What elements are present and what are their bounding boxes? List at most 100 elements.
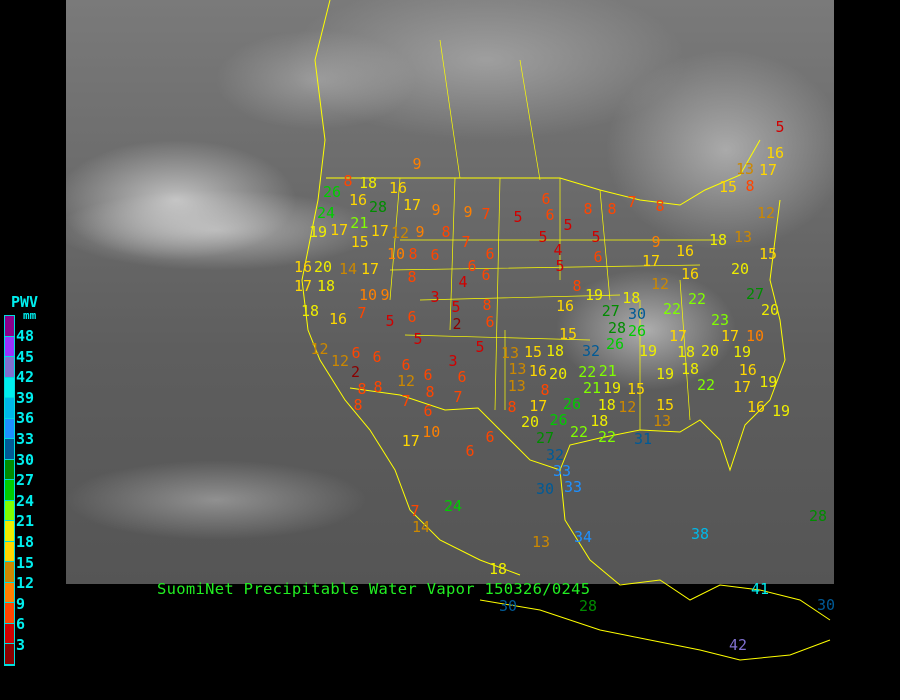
station-pwv-value: 6	[541, 189, 551, 208]
station-pwv-value: 3	[448, 351, 458, 370]
station-pwv-value: 6	[423, 402, 433, 420]
station-pwv-value: 14	[412, 518, 431, 536]
station-pwv-value: 22	[663, 300, 682, 318]
legend-unit: mm	[23, 309, 37, 322]
station-pwv-value: 26	[549, 411, 568, 430]
station-pwv-value: 24	[444, 497, 463, 515]
station-pwv-value: 21	[350, 214, 369, 233]
station-pwv-value: 12	[397, 372, 416, 390]
legend-label: 39	[16, 388, 35, 407]
station-pwv-value: 30	[499, 597, 518, 615]
station-pwv-value: 2	[452, 314, 462, 333]
station-pwv-value: 20	[314, 258, 333, 276]
station-pwv-value: 18	[546, 342, 565, 360]
legend-swatch	[5, 316, 14, 337]
legend-label: 33	[16, 430, 35, 448]
station-pwv-value: 18	[681, 359, 700, 378]
legend-title: PWV	[11, 293, 39, 311]
station-pwv-value: 8	[607, 200, 617, 218]
station-pwv-value: 9	[431, 201, 441, 219]
station-pwv-value: 6	[430, 246, 440, 264]
legend-label: 48	[16, 327, 35, 345]
station-pwv-value: 9	[415, 223, 425, 241]
legend-swatch	[5, 480, 14, 501]
station-pwv-value: 6	[457, 368, 467, 387]
station-pwv-value: 5	[538, 228, 548, 246]
station-pwv-value: 12	[618, 398, 637, 416]
station-pwv-value: 6	[481, 266, 491, 284]
legend-label: 30	[16, 450, 35, 469]
station-pwv-value: 17	[370, 222, 389, 240]
station-pwv-value: 12	[391, 224, 410, 242]
map-caption: SuomiNet Precipitable Water Vapor 150326…	[157, 580, 591, 598]
legend-swatch	[5, 500, 14, 522]
station-pwv-value: 8	[343, 172, 353, 190]
station-pwv-value: 16	[528, 362, 547, 380]
station-pwv-value: 19	[309, 223, 328, 241]
us-canada-border	[326, 139, 761, 206]
station-pwv-value: 30	[817, 596, 836, 614]
west-coast	[301, 0, 521, 576]
station-pwv-value: 4	[553, 240, 563, 259]
station-pwv-value: 16	[738, 361, 757, 380]
station-pwv-value: 15	[524, 343, 543, 361]
station-pwv-value: 6	[407, 308, 417, 326]
station-pwv-value: 16	[556, 297, 575, 315]
color-scale-bar	[4, 315, 15, 666]
station-pwv-value: 7	[481, 205, 491, 223]
legend-label: 3	[16, 636, 26, 654]
station-pwv-value: 33	[564, 477, 583, 496]
station-pwv-value: 8	[353, 396, 363, 415]
station-pwv-value: 18	[590, 411, 609, 430]
legend-swatch	[5, 459, 14, 481]
station-pwv-value: 20	[731, 260, 750, 278]
legend-swatch	[5, 623, 14, 645]
station-pwv-value: 19	[772, 402, 791, 420]
station-pwv-value: 15	[759, 245, 778, 263]
station-pwv-value: 13	[508, 360, 527, 378]
station-pwv-value: 16	[747, 398, 766, 416]
station-pwv-value: 18	[677, 343, 696, 361]
station-pwv-value: 16	[676, 242, 695, 260]
legend-swatch	[5, 582, 14, 604]
station-pwv-value: 10	[387, 245, 406, 263]
station-pwv-value: 12	[651, 275, 670, 293]
station-pwv-value: 6	[485, 313, 495, 331]
station-pwv-value: 15	[627, 380, 646, 398]
station-pwv-value: 6	[485, 428, 495, 446]
station-pwv-value: 26	[323, 183, 342, 201]
station-pwv-value: 10	[359, 286, 378, 304]
station-pwv-value: 32	[582, 342, 601, 360]
station-pwv-value: 30	[536, 480, 555, 498]
station-pwv-value: 14	[339, 260, 358, 278]
legend-label: 12	[16, 574, 35, 593]
station-pwv-value: 19	[656, 365, 675, 383]
station-pwv-value: 17	[330, 220, 349, 239]
station-pwv-value: 6	[593, 248, 603, 266]
legend-swatch	[5, 377, 14, 399]
legend-swatch	[5, 541, 14, 563]
station-pwv-value: 15	[559, 325, 578, 343]
station-pwv-value: 16	[681, 265, 700, 283]
station-pwv-value: 19	[733, 343, 752, 362]
station-pwv-value: 5	[413, 330, 423, 348]
station-pwv-value: 15	[656, 395, 675, 414]
station-pwv-value: 18	[317, 277, 336, 295]
station-pwv-value: 8	[583, 200, 593, 218]
station-pwv-value: 18	[301, 302, 320, 320]
station-pwv-value: 3	[430, 288, 440, 306]
station-pwv-value: 22	[688, 290, 707, 308]
us-mexico-border	[349, 387, 561, 471]
legend-label: 36	[16, 409, 35, 428]
station-pwv-value: 7	[401, 392, 411, 410]
station-pwv-value: 5	[513, 208, 523, 226]
station-pwv-value: 5	[385, 312, 395, 330]
station-pwv-value: 12	[331, 352, 350, 370]
station-pwv-value: 8	[357, 379, 367, 398]
station-pwv-value: 13	[736, 160, 755, 179]
legend-label: 27	[16, 471, 35, 490]
station-pwv-value: 17	[733, 377, 752, 396]
station-pwv-value: 6	[485, 245, 495, 263]
station-pwv-value: 5	[451, 298, 461, 317]
